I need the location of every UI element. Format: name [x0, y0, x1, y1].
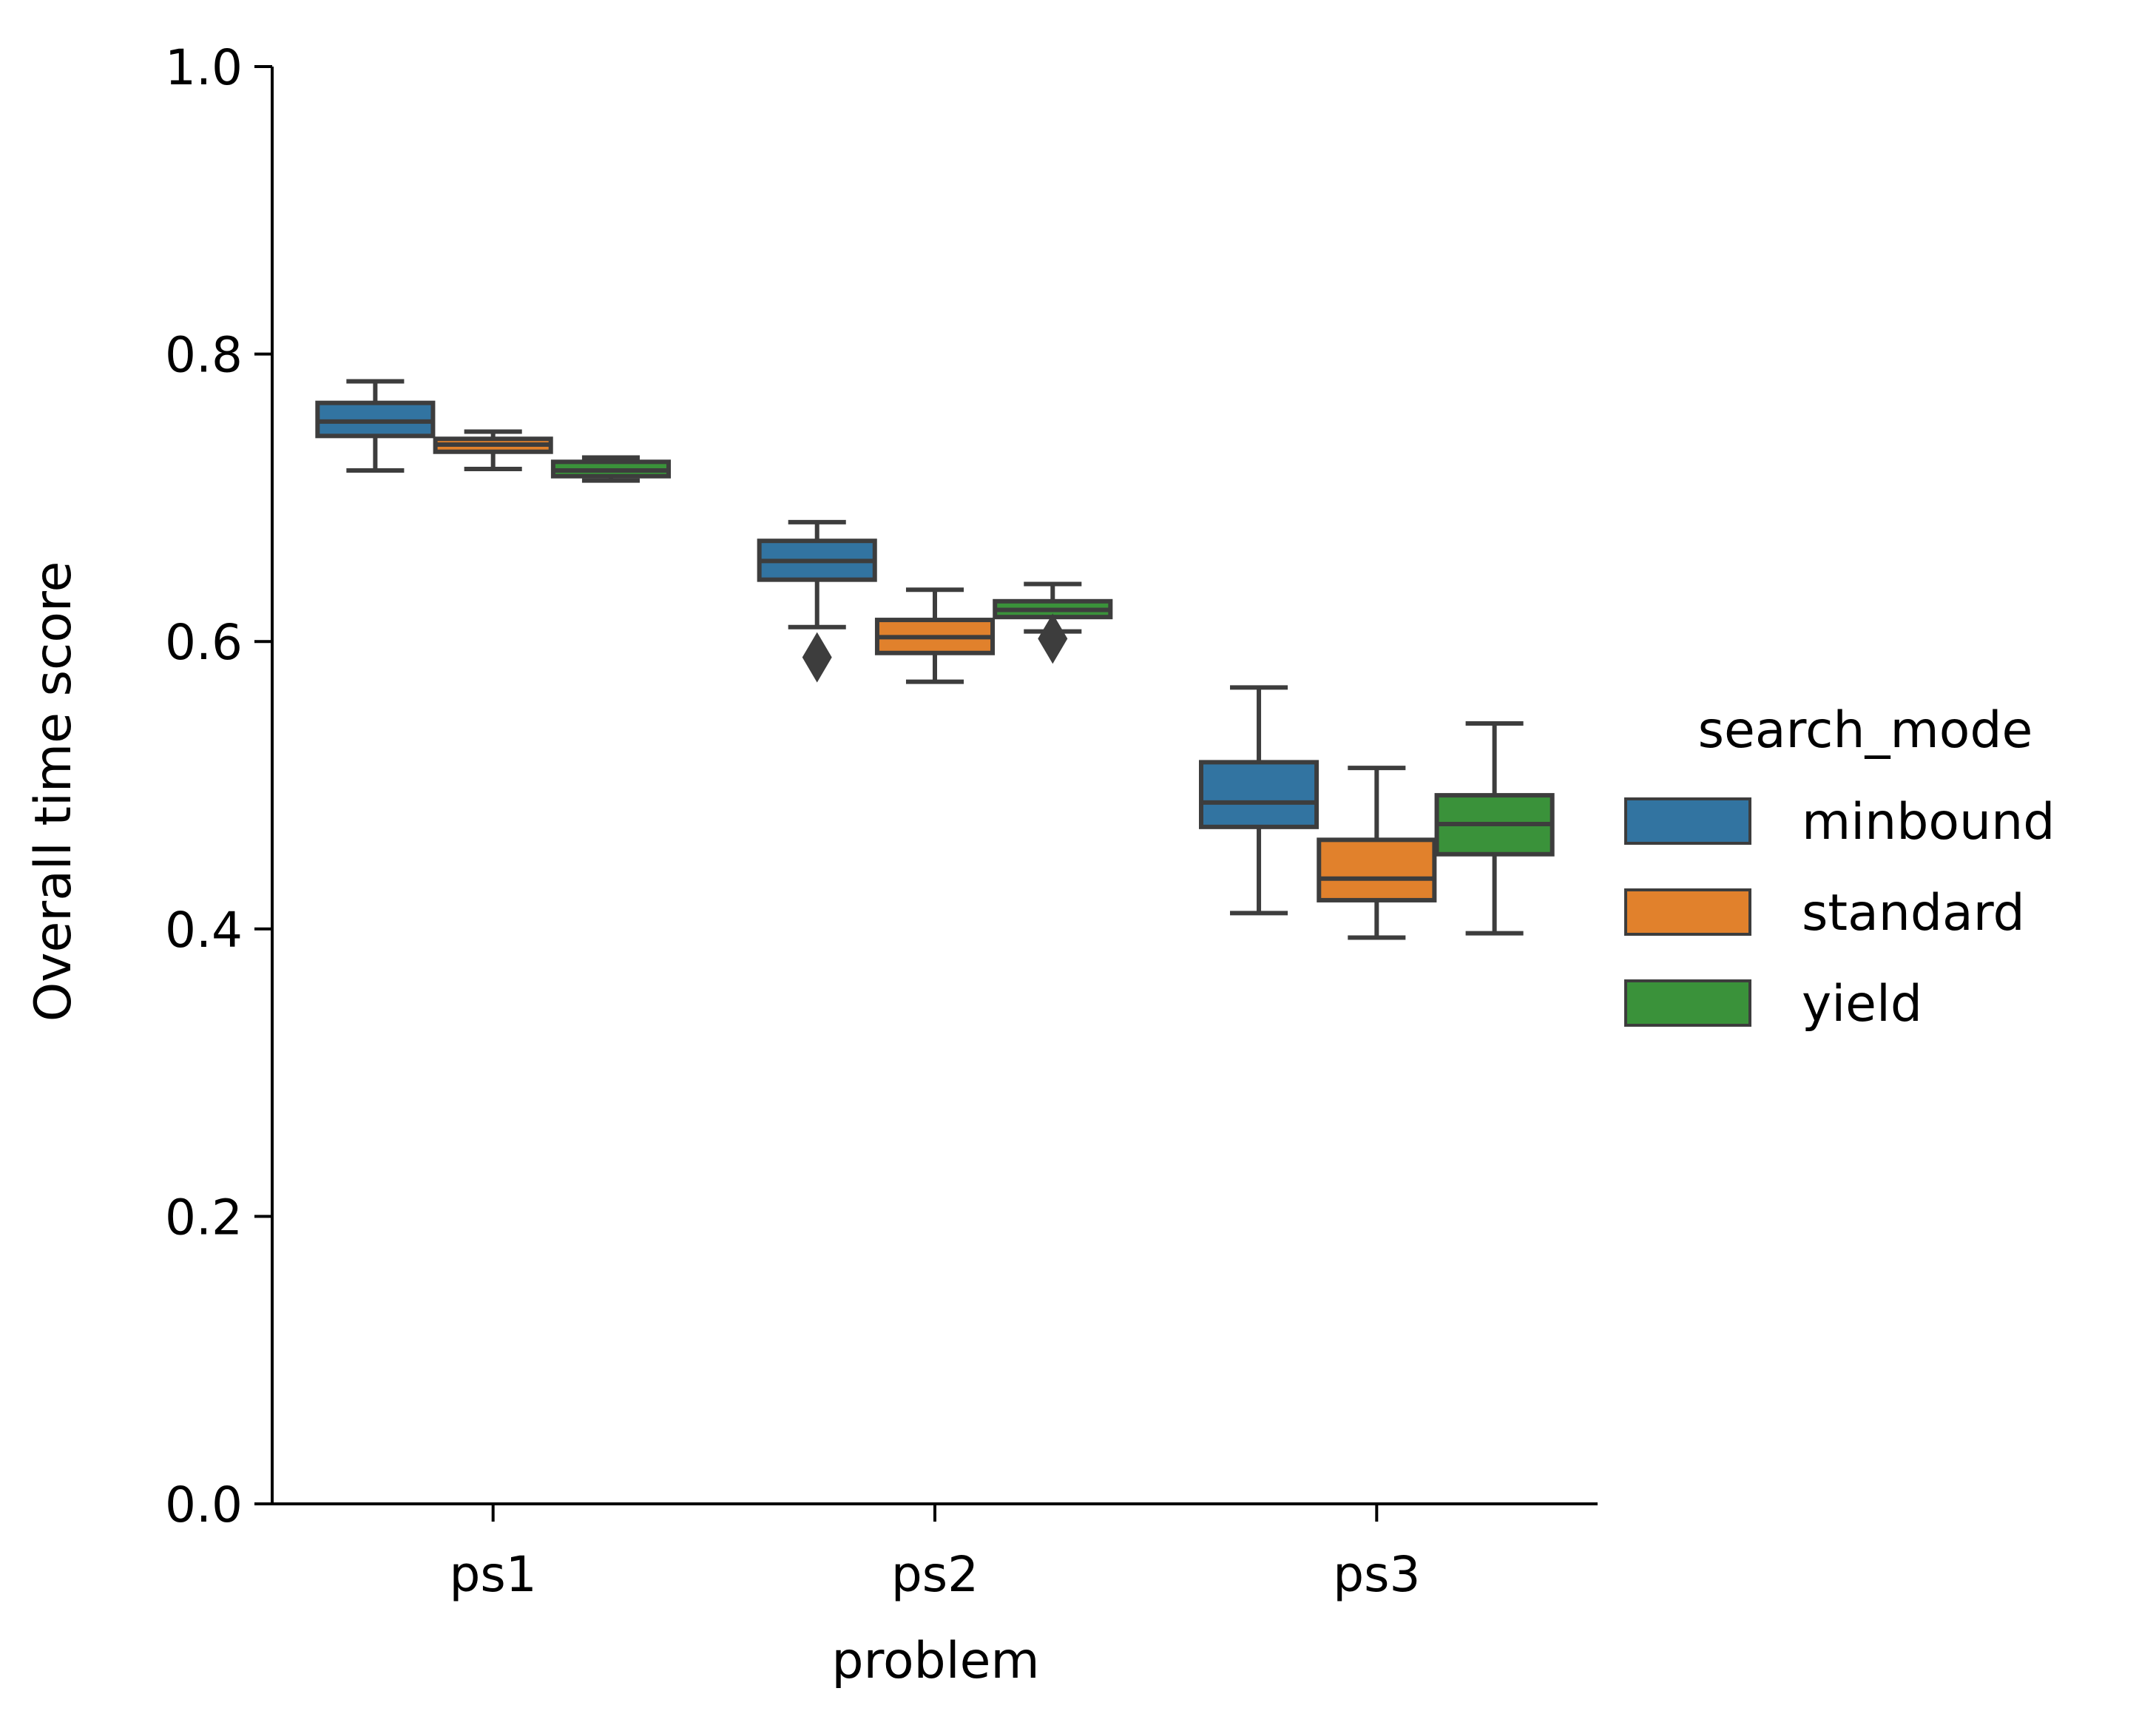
legend: search_mode minbound standard yield [1624, 701, 2055, 1033]
x-tick-label: ps2 [891, 1546, 979, 1603]
legend-label: yield [1802, 975, 1922, 1033]
y-axis-ticks: 0.0 0.2 0.4 0.6 0.8 1.0 [165, 39, 272, 1533]
outlier-point [802, 632, 832, 683]
y-tick-label: 0.6 [165, 614, 243, 671]
outlier-point [1038, 613, 1068, 664]
legend-swatch [1624, 797, 1751, 845]
legend-title: search_mode [1698, 701, 2033, 760]
box-standard-ps2 [874, 587, 996, 684]
box-minbound-ps2 [757, 519, 877, 683]
x-tick-label: ps1 [450, 1546, 537, 1603]
box-body [1317, 837, 1437, 902]
box-minbound-ps3 [1198, 685, 1319, 916]
box-yield-ps3 [1434, 720, 1555, 936]
legend-label: standard [1802, 884, 2025, 942]
legend-item-standard: standard [1624, 884, 2025, 942]
x-tick-label: ps3 [1333, 1546, 1420, 1603]
box-series [315, 379, 1555, 940]
y-tick-label: 0.2 [165, 1189, 243, 1246]
y-tick-label: 0.8 [165, 327, 243, 384]
legend-swatch [1624, 979, 1751, 1027]
legend-entries: minbound standard yield [1624, 793, 2055, 1033]
plot-axes [271, 67, 1598, 1505]
legend-item-minbound: minbound [1624, 793, 2055, 851]
box-body [1198, 760, 1319, 829]
box-yield-ps2 [993, 581, 1113, 664]
y-axis-label: Overall time score [24, 561, 83, 1022]
box-standard-ps1 [433, 429, 553, 472]
box-yield-ps1 [550, 455, 672, 483]
legend-label: minbound [1802, 793, 2055, 851]
box-minbound-ps1 [315, 379, 436, 473]
x-axis-label: problem [831, 1632, 1039, 1690]
y-tick-label: 1.0 [165, 39, 243, 96]
legend-swatch [1624, 888, 1751, 936]
y-tick-label: 0.0 [165, 1476, 243, 1533]
legend-item-yield: yield [1624, 975, 1922, 1033]
x-axis-ticks: ps1 ps2 ps3 [450, 1504, 1420, 1603]
box-standard-ps3 [1317, 766, 1437, 940]
y-tick-label: 0.4 [165, 902, 243, 959]
